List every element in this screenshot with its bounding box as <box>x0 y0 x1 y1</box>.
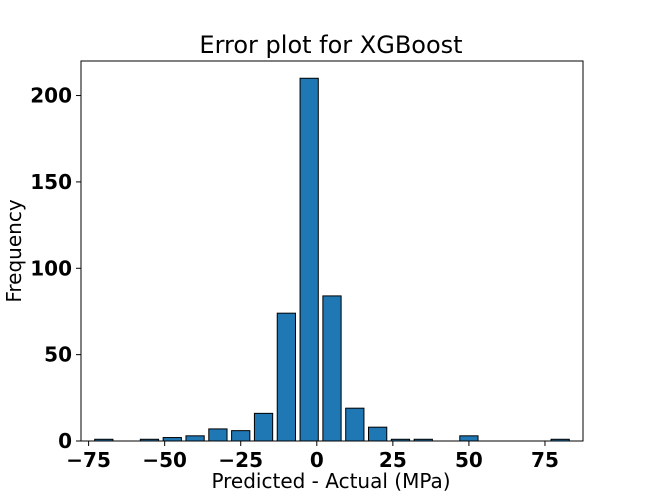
plot-frame <box>80 60 584 442</box>
x-tick-label: −50 <box>142 448 187 472</box>
histogram-bar <box>208 428 228 442</box>
y-tick-label: 200 <box>30 84 72 108</box>
histogram-bar <box>185 435 205 442</box>
histogram-bar <box>162 437 182 442</box>
y-tick-label: 150 <box>30 170 72 194</box>
histogram-bar <box>276 312 296 442</box>
y-axis-ticks: 0 50 100 150 200 <box>30 84 81 453</box>
y-tick-label: 50 <box>44 343 72 367</box>
histogram-bar <box>345 407 365 442</box>
histogram-bar <box>299 77 319 442</box>
x-tick-label: −75 <box>66 448 111 472</box>
x-tick-label: 25 <box>379 448 407 472</box>
x-tick-label: 50 <box>455 448 483 472</box>
x-tick-label: 0 <box>310 448 324 472</box>
bars-layer <box>94 77 570 442</box>
histogram-bar <box>459 435 479 442</box>
histogram-bar <box>231 430 251 442</box>
x-axis-label: Predicted - Actual (MPa) <box>211 469 450 493</box>
chart-title: Error plot for XGBoost <box>199 31 462 59</box>
x-tick-label: 75 <box>531 448 559 472</box>
histogram-bar <box>322 295 342 442</box>
x-axis-ticks: −75 −50 −25 0 25 50 75 <box>66 441 559 472</box>
y-axis-label: Frequency <box>2 199 26 302</box>
x-tick-label: −25 <box>218 448 263 472</box>
y-tick-label: 0 <box>58 429 72 453</box>
histogram-bar <box>253 412 274 442</box>
histogram-bar <box>368 426 388 442</box>
y-tick-label: 100 <box>30 256 72 280</box>
